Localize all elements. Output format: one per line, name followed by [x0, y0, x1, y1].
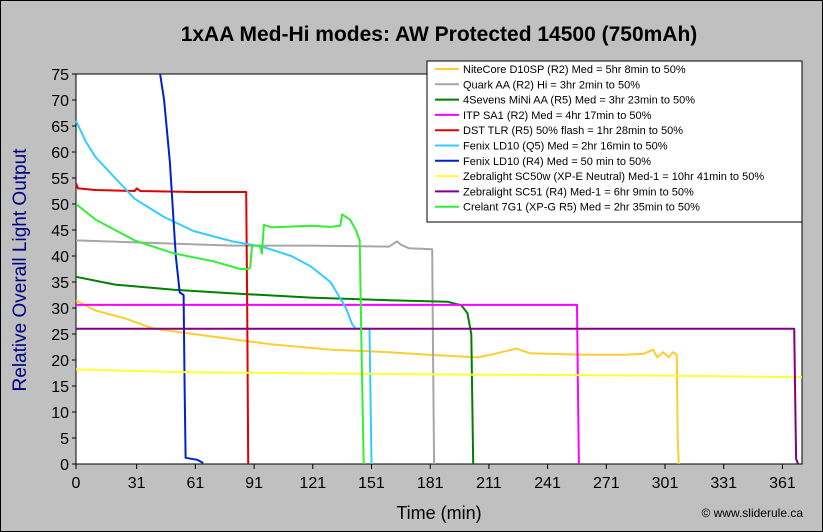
- y-tick-label: 75: [51, 67, 69, 84]
- x-tick-label: 361: [769, 475, 796, 492]
- x-tick-label: 61: [186, 475, 204, 492]
- y-tick-label: 65: [51, 119, 69, 136]
- legend: NiteCore D10SP (R2) Med = 5hr 8min to 50…: [426, 60, 803, 223]
- y-tick-label: 30: [51, 301, 69, 318]
- legend-label: 4Sevens MiNi AA (R5) Med = 3hr 23min to …: [463, 95, 695, 107]
- legend-label: Fenix LD10 (R4) Med = 50 min to 50%: [463, 156, 651, 168]
- x-tick-label: 91: [245, 475, 263, 492]
- y-tick-label: 10: [51, 405, 69, 422]
- legend-label: ITP SA1 (R2) Med = 4hr 17min to 50%: [463, 110, 652, 122]
- y-tick-label: 15: [51, 379, 69, 396]
- y-tick-label: 40: [51, 249, 69, 266]
- series-line-9: [76, 327, 800, 465]
- series-line-7: [159, 73, 204, 464]
- legend-label: Zebralight SC50w (XP-E Neutral) Med-1 = …: [463, 171, 764, 183]
- legend-label: Crelant 7G1 (XP-G R5) Med = 2hr 35min to…: [463, 202, 700, 214]
- series-line-10: [75, 203, 365, 465]
- y-tick-label: 5: [60, 431, 69, 448]
- x-tick-label: 151: [358, 475, 385, 492]
- chart-title: 1xAA Med-Hi modes: AW Protected 14500 (7…: [181, 23, 698, 46]
- x-tick-label: 271: [593, 475, 620, 492]
- y-tick-label: 60: [51, 145, 69, 162]
- x-tick-label: 31: [128, 475, 146, 492]
- y-tick-label: 20: [51, 353, 69, 370]
- x-tick-label: 241: [534, 475, 561, 492]
- axis-layer: 0 5 10 15 20 25 30 35 40 45 50 55 60 65 70 75 0 31 61 91 121…: [51, 67, 796, 492]
- legend-label: NiteCore D10SP (R2) Med = 5hr 8min to 50…: [463, 64, 686, 76]
- series-line-1: [75, 299, 680, 465]
- x-tick-label: 301: [652, 475, 679, 492]
- y-tick-label: 50: [51, 197, 69, 214]
- series-layer: [75, 73, 803, 465]
- x-axis-title: Time (min): [396, 503, 481, 523]
- series-line-4: [76, 303, 580, 465]
- legend-label: DST TLR (R5) 50% flash = 1hr 28min to 50…: [463, 125, 683, 137]
- series-line-2: [75, 239, 436, 465]
- y-tick-label: 55: [51, 171, 69, 188]
- x-tick-label: 211: [476, 475, 502, 492]
- series-line-8: [75, 368, 803, 379]
- y-tick-label: 45: [51, 223, 69, 240]
- x-tick-label: 0: [72, 475, 81, 492]
- y-tick-label: 25: [51, 327, 69, 344]
- y-tick-label: 0: [60, 457, 69, 474]
- legend-box: [426, 60, 803, 223]
- x-tick-label: 181: [417, 475, 444, 492]
- y-tick-label: 70: [51, 93, 69, 110]
- y-tick-label: 35: [51, 275, 69, 292]
- x-tick-label: 331: [710, 475, 737, 492]
- legend-label: Quark AA (R2) Hi = 3hr 2min to 50%: [463, 79, 640, 91]
- y-axis-title: Relative Overall Light Output: [10, 148, 31, 392]
- legend-label: Zebralight SC51 (R4) Med-1 = 6hr 9min to…: [463, 186, 694, 198]
- credit-text: © www.sliderule.ca: [701, 506, 803, 520]
- series-line-3: [75, 275, 475, 465]
- series-line-5: [75, 182, 250, 465]
- x-tick-label: 121: [299, 475, 326, 492]
- legend-label: Fenix LD10 (Q5) Med = 2hr 16min to 50%: [463, 141, 668, 153]
